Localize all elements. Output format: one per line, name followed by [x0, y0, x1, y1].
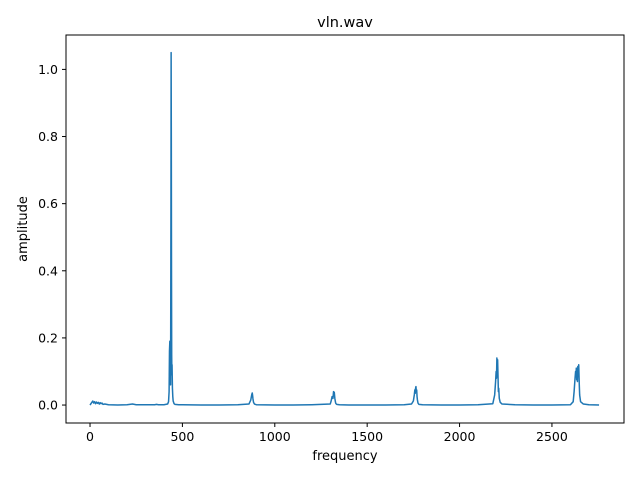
x-tick-label: 1000 — [259, 429, 291, 444]
x-axis-label: frequency — [312, 449, 378, 464]
y-tick-label: 0.8 — [38, 129, 58, 144]
y-tick-label: 0.4 — [38, 263, 58, 278]
plot-area — [89, 51, 600, 406]
x-axis-ticks: 0 500 1000 1500 2000 2500 — [86, 423, 568, 444]
y-tick-label: 0.0 — [38, 398, 58, 413]
y-tick-label: 0.2 — [38, 330, 58, 345]
axes-frame — [65, 34, 625, 424]
y-tick-label: 0.6 — [38, 196, 58, 211]
y-tick-label: 1.0 — [38, 62, 58, 77]
y-axis-label: amplitude — [16, 196, 31, 262]
y-axis-ticks: 0.0 0.2 0.4 0.6 0.8 1.0 — [38, 62, 66, 413]
series-line — [89, 51, 600, 406]
x-tick-label: 2000 — [444, 429, 476, 444]
chart-title: vln.wav — [317, 15, 373, 31]
x-tick-label: 500 — [170, 429, 194, 444]
x-tick-label: 2500 — [536, 429, 568, 444]
x-tick-label: 0 — [86, 429, 94, 444]
x-tick-label: 1500 — [351, 429, 383, 444]
